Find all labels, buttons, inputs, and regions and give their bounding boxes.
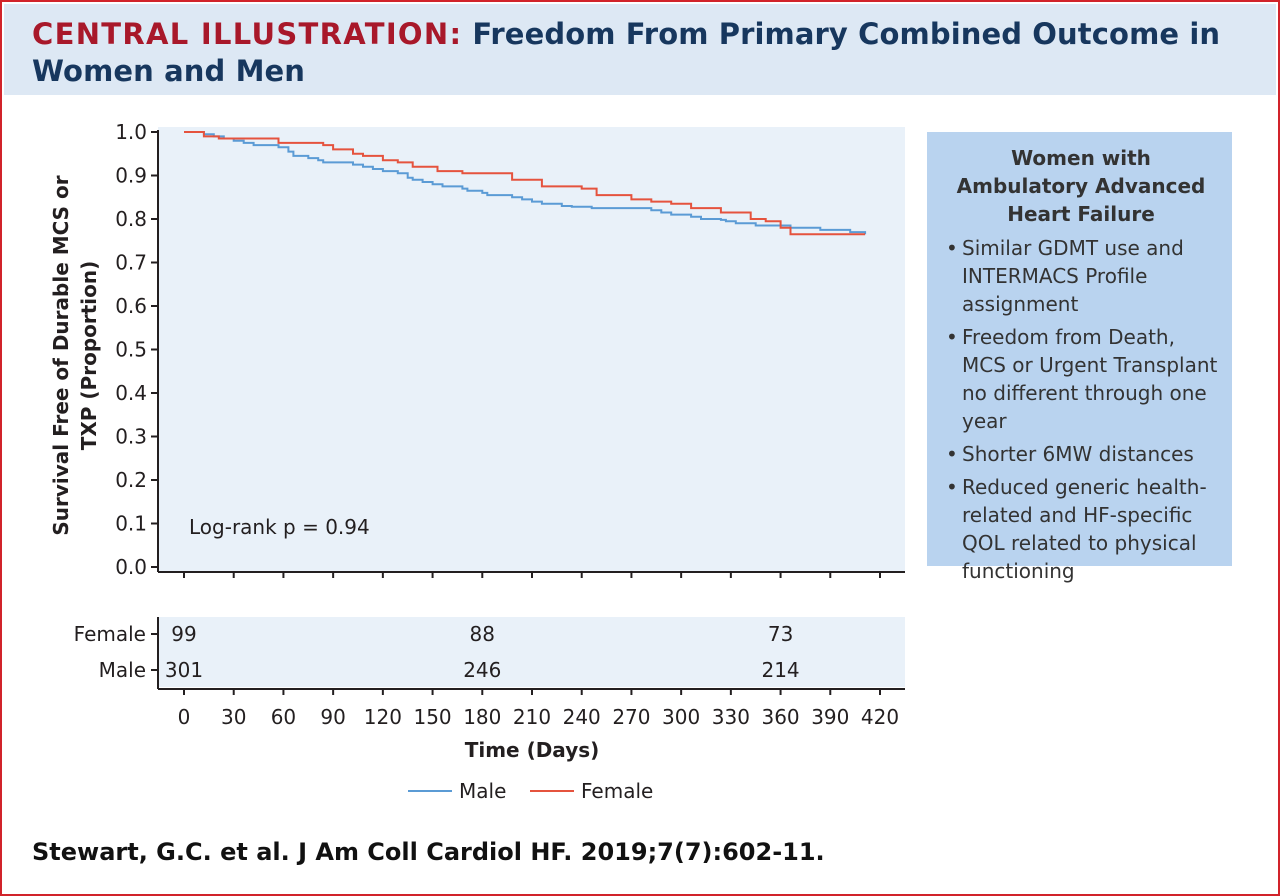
risk-count: 246 [463,658,501,682]
risk-count: 88 [470,622,495,646]
y-tick-label: 0.0 [115,555,147,579]
y-tick-label: 0.5 [115,338,147,362]
risk-row-label: Female [74,622,146,646]
legend-label: Male [459,779,506,803]
x-tick-label: 60 [271,705,296,729]
header-band: CENTRAL ILLUSTRATION: Freedom From Primar… [4,4,1276,95]
x-tick-label: 390 [811,705,849,729]
y-tick-label: 0.4 [115,381,147,405]
x-tick-label: 90 [320,705,345,729]
y-tick-label: 1.0 [115,120,147,144]
x-tick-label: 270 [612,705,650,729]
x-tick-label: 30 [221,705,246,729]
y-tick-label: 0.1 [115,512,147,536]
x-tick-label: 180 [463,705,501,729]
risk-count: 73 [768,622,793,646]
y-tick-label: 0.7 [115,251,147,275]
title-lead: CENTRAL ILLUSTRATION: [32,17,463,51]
citation: Stewart, G.C. et al. J Am Coll Cardiol H… [32,838,825,866]
x-axis-plot [158,571,905,578]
y-tick-label: 0.6 [115,294,147,318]
x-tick-label: 0 [178,705,191,729]
panel-bullets: Similar GDMT use and INTERMACS Profile a… [944,234,1218,585]
legend-label: Female [581,779,653,803]
x-tick-label: 330 [712,705,750,729]
panel-bullet: Freedom from Death, MCS or Urgent Transp… [944,323,1218,435]
risk-count: 99 [171,622,196,646]
x-tick-label: 300 [662,705,700,729]
at-risk-table: Female 99 88 73 Male 301 246 214 [74,622,800,682]
y-axis: 0.0 0.1 0.2 0.3 0.4 0.5 0.6 0.7 0.8 0.9 1.0 [115,120,159,579]
panel-title: Women with Ambulatory Advanced Heart Fai… [956,146,1206,226]
plot-area [158,127,905,572]
title-rest: Freedom From Primary Combined Outcome in… [32,17,1221,88]
panel-bullet: Shorter 6MW distances [944,440,1218,468]
series-line-male [184,131,867,235]
y-tick-label: 0.3 [115,425,147,449]
key-findings-panel: Women with Ambulatory Advanced Heart Fai… [927,132,1232,583]
y-tick-label: 0.9 [115,164,147,188]
y-axis-label-line: TXP (Proportion) [77,261,101,451]
panel-bullet: Similar GDMT use and INTERMACS Profile a… [944,234,1218,318]
x-tick-label: 240 [563,705,601,729]
log-rank-annotation: Log-rank p = 0.94 [189,515,370,539]
legend: Male Female [408,779,653,803]
y-tick-label: 0.2 [115,468,147,492]
risk-row-label: Male [99,658,146,682]
x-tick-label: 360 [761,705,799,729]
risk-count: 214 [761,658,799,682]
y-tick-label: 0.8 [115,207,147,231]
figure-title: CENTRAL ILLUSTRATION: Freedom From Primar… [32,16,1232,90]
risk-count: 301 [165,658,203,682]
at-risk-area [158,617,905,687]
series-lines [184,131,867,236]
x-axis-label: Time (Days) [465,738,600,762]
x-tick-label: 420 [861,705,899,729]
x-tick-label: 120 [364,705,402,729]
series-line-female [184,131,866,236]
x-tick-label: 150 [413,705,451,729]
x-tick-label: 210 [513,705,551,729]
y-axis-label-line: Survival Free of Durable MCS or [49,175,73,535]
panel-bullet: Reduced generic health-related and HF-sp… [944,473,1218,585]
at-risk-axes: 0 30 60 90 120 150 180 210 240 270 300 330 360 390 420 [157,617,905,729]
